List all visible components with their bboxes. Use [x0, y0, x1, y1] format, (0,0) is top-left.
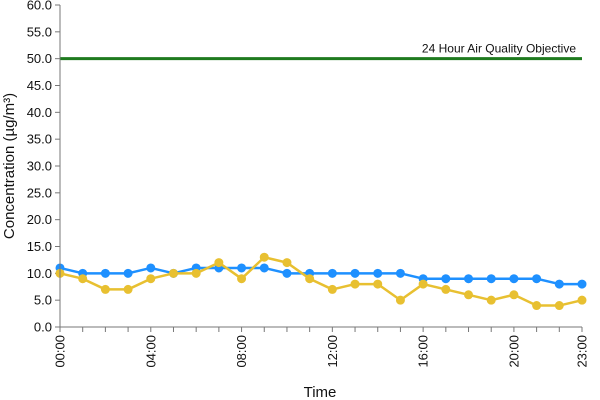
data-point — [327, 284, 337, 294]
y-tick-label: 0.0 — [34, 320, 52, 335]
data-point — [100, 284, 110, 294]
series-line — [59, 255, 583, 307]
y-tick-label: 50.0 — [27, 51, 52, 66]
x-tick-label: 12:00 — [325, 335, 340, 368]
x-tick-label: 00:00 — [53, 335, 68, 368]
data-point — [577, 279, 587, 289]
y-tick-label: 30.0 — [27, 159, 52, 174]
x-tick-label: 08:00 — [234, 335, 249, 368]
x-tick-label: 04:00 — [143, 335, 158, 368]
y-tick-label: 25.0 — [27, 185, 52, 200]
data-point — [395, 295, 405, 305]
data-point — [373, 279, 383, 289]
y-tick-label: 20.0 — [27, 212, 52, 227]
data-point — [486, 295, 496, 305]
y-tick-label: 5.0 — [34, 293, 52, 308]
data-point — [146, 263, 156, 273]
data-point — [305, 274, 315, 284]
data-point — [237, 263, 247, 273]
series-2 — [55, 252, 587, 311]
reference-line-label: 24 Hour Air Quality Objective — [422, 42, 576, 56]
data-point — [350, 268, 360, 278]
y-tick-label: 10.0 — [27, 266, 52, 281]
y-tick-label: 40.0 — [27, 105, 52, 120]
x-axis-title: Time — [304, 384, 337, 400]
series-1 — [55, 263, 587, 289]
data-point — [237, 274, 247, 284]
x-tick-label: 20:00 — [506, 335, 521, 368]
data-point — [350, 279, 360, 289]
data-point — [395, 268, 405, 278]
data-point — [554, 301, 564, 311]
data-point — [191, 268, 201, 278]
data-point — [554, 279, 564, 289]
data-point — [259, 252, 269, 262]
data-point — [441, 284, 451, 294]
data-point — [486, 274, 496, 284]
y-tick-label: 60.0 — [27, 0, 52, 13]
data-point — [168, 268, 178, 278]
y-tick-label: 55.0 — [27, 24, 52, 39]
data-point — [509, 290, 519, 300]
y-tick-label: 35.0 — [27, 132, 52, 147]
data-point — [327, 268, 337, 278]
data-point — [464, 274, 474, 284]
data-point — [577, 295, 587, 305]
x-tick-label: 16:00 — [416, 335, 431, 368]
data-point — [418, 279, 428, 289]
data-point — [532, 274, 542, 284]
data-point — [78, 274, 88, 284]
data-point — [100, 268, 110, 278]
data-point — [282, 258, 292, 268]
data-point — [259, 263, 269, 273]
data-point — [532, 301, 542, 311]
data-point — [441, 274, 451, 284]
y-axis-ticks: 0.0 5.0 10.0 15.0 20.0 25.0 30.0 35.0 40.0 45.0 50… — [27, 0, 60, 335]
y-tick-label: 15.0 — [27, 239, 52, 254]
x-tick-label: 23:00 — [575, 335, 590, 368]
x-axis-ticks: 00:00 04:00 08:00 12:00 16:00 20:00 23:00 — [53, 327, 590, 368]
data-point — [146, 274, 156, 284]
data-point — [509, 274, 519, 284]
series-line — [59, 266, 582, 286]
data-point — [214, 258, 224, 268]
data-point — [123, 268, 133, 278]
data-point — [282, 268, 292, 278]
data-point — [373, 268, 383, 278]
y-tick-label: 45.0 — [27, 78, 52, 93]
data-point — [123, 284, 133, 294]
y-axis-title: Concentration (µg/m³) — [1, 93, 18, 239]
data-point — [464, 290, 474, 300]
series-layer — [55, 252, 587, 311]
